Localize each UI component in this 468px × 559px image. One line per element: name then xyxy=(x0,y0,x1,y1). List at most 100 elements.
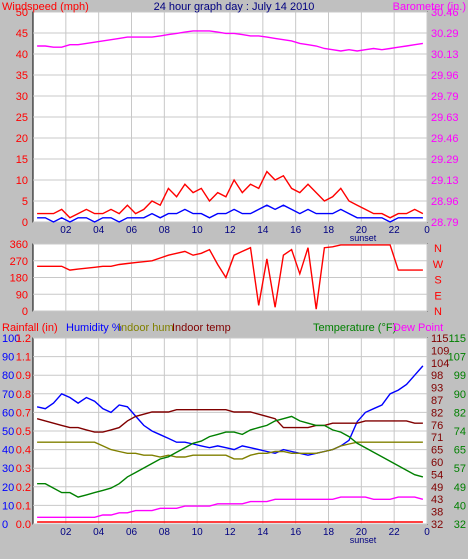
temperature-tick-label: 32 xyxy=(454,519,466,531)
barometer-tick-label: 29.29 xyxy=(431,154,459,166)
x-tick-label: 16 xyxy=(290,225,302,236)
x-tick-label: 0 xyxy=(424,225,430,236)
windspeed-axis-label: Windspeed (mph) xyxy=(2,1,89,13)
windspeed-tick-label: 30 xyxy=(16,91,28,103)
barometer-tick-label: 30.13 xyxy=(431,49,459,61)
series-line xyxy=(37,496,424,518)
chart-title: 24 hour graph day : July 14 2010 xyxy=(154,1,315,13)
x-tick-label: 20 xyxy=(356,225,368,236)
indoor-temp-tick-label: 82 xyxy=(431,407,443,419)
indoor-temp-tick-label: 76 xyxy=(431,420,443,432)
barometer-tick-label: 30.46 xyxy=(431,7,459,19)
wind-direction-grid xyxy=(33,243,428,312)
rainfall-tick-label: 1.1 xyxy=(16,352,31,364)
dew-point-axis-label: Dew Point xyxy=(393,322,443,334)
windspeed-tick-label: 10 xyxy=(16,175,28,187)
x-tick-label: 0 xyxy=(424,527,430,538)
temperature-tick-label: 107 xyxy=(448,352,466,364)
compass-label: N xyxy=(434,306,442,318)
x-tick-label: 06 xyxy=(126,527,138,538)
humidity-tick-label: 30 xyxy=(2,463,14,475)
x-tick-label: 14 xyxy=(257,225,269,236)
x-tick-label: 10 xyxy=(192,527,204,538)
temperature-tick-label: 90 xyxy=(454,389,466,401)
humidity-axis-label: Humidity % xyxy=(66,322,122,334)
direction-tick-label: 180 xyxy=(10,273,28,285)
indoor-temp-tick-label: 54 xyxy=(431,469,443,481)
barometer-tick-label: 28.79 xyxy=(431,217,459,229)
barometer-tick-label: 29.63 xyxy=(431,112,459,124)
barometer-tick-label: 29.96 xyxy=(431,70,459,82)
x-tick-label: 08 xyxy=(159,527,171,538)
humidity-temp-grid xyxy=(33,337,428,525)
indoor-temp-tick-label: 87 xyxy=(431,395,443,407)
x-tick-label: 16 xyxy=(290,527,302,538)
rainfall-tick-label: 0.1 xyxy=(16,500,31,512)
x-tick-label: 02 xyxy=(60,527,72,538)
humidity-tick-label: 70 xyxy=(2,389,14,401)
humidity-tick-label: 10 xyxy=(2,500,14,512)
indoor-temp-tick-label: 109 xyxy=(431,345,449,357)
windspeed-tick-label: 20 xyxy=(16,133,28,145)
barometer-axis-label: Barometer (in.) xyxy=(393,1,466,13)
temperature-tick-label: 57 xyxy=(454,463,466,475)
x-tick-label: 22 xyxy=(389,527,401,538)
indoor-temp-tick-label: 115 xyxy=(431,333,449,345)
humidity-temp-ticks: 01020304050607080901000.00.10.20.30.40.5… xyxy=(2,333,466,545)
humidity-tick-label: 80 xyxy=(2,370,14,382)
humidity-tick-label: 50 xyxy=(2,426,14,438)
x-tick-label: 10 xyxy=(192,225,204,236)
indoor-temp-tick-label: 49 xyxy=(431,482,443,494)
compass-label: E xyxy=(434,290,441,302)
indoor-temp-tick-label: 98 xyxy=(431,370,443,382)
x-tick-label: 14 xyxy=(257,527,269,538)
x-tick-label: 06 xyxy=(126,225,138,236)
rainfall-tick-label: 1.2 xyxy=(16,333,31,345)
indoor-temp-tick-label: 104 xyxy=(431,358,449,370)
windspeed-tick-label: 25 xyxy=(16,112,28,124)
humidity-tick-label: 100 xyxy=(2,333,20,345)
windspeed-tick-label: 35 xyxy=(16,70,28,82)
barometer-tick-label: 28.96 xyxy=(431,196,459,208)
humidity-tick-label: 0 xyxy=(2,519,8,531)
barometer-tick-label: 29.13 xyxy=(431,175,459,187)
temperature-tick-label: 65 xyxy=(454,445,466,457)
temperature-axis-label: Temperature (°F) xyxy=(313,322,396,334)
x-tick-label: 22 xyxy=(389,225,401,236)
wind-baro-series xyxy=(37,30,424,223)
series-line xyxy=(36,409,423,433)
rainfall-tick-label: 0.7 xyxy=(16,407,31,419)
windspeed-tick-label: 50 xyxy=(16,7,28,19)
temperature-tick-label: 115 xyxy=(448,333,466,345)
temperature-tick-label: 74 xyxy=(454,426,466,438)
x-tick-label: 20 xyxy=(356,527,368,538)
humidity-temp-series xyxy=(36,365,424,523)
sunset-label: sunset xyxy=(350,535,377,545)
rainfall-tick-label: 0.2 xyxy=(16,482,31,494)
sunset-label: sunset xyxy=(350,233,377,243)
indoor-temp-tick-label: 32 xyxy=(431,519,443,531)
rainfall-tick-label: 0.8 xyxy=(16,389,31,401)
indoor-temp-tick-label: 71 xyxy=(431,432,443,444)
compass-label: N xyxy=(434,243,442,255)
direction-tick-label: 90 xyxy=(16,289,28,301)
direction-tick-label: 360 xyxy=(10,239,28,251)
series-line xyxy=(37,244,423,310)
rainfall-tick-label: 0.3 xyxy=(16,463,31,475)
rainfall-tick-label: 0.4 xyxy=(16,445,31,457)
windspeed-tick-label: 40 xyxy=(16,49,28,61)
x-tick-label: 08 xyxy=(159,225,171,236)
indoor-temp-tick-label: 38 xyxy=(431,507,443,519)
series-line xyxy=(37,170,424,219)
x-tick-label: 18 xyxy=(323,527,335,538)
series-line xyxy=(37,415,424,498)
indoor-temp-axis-label: Indoor temp xyxy=(172,322,231,334)
temperature-tick-label: 49 xyxy=(454,482,466,494)
rainfall-axis-label: Rainfall (in) xyxy=(2,322,58,334)
wind-direction-series xyxy=(37,244,423,310)
series-line xyxy=(36,365,424,456)
indoor-temp-tick-label: 65 xyxy=(431,445,443,457)
temperature-tick-label: 82 xyxy=(454,407,466,419)
x-tick-label: 18 xyxy=(323,225,335,236)
windspeed-tick-label: 15 xyxy=(16,154,28,166)
